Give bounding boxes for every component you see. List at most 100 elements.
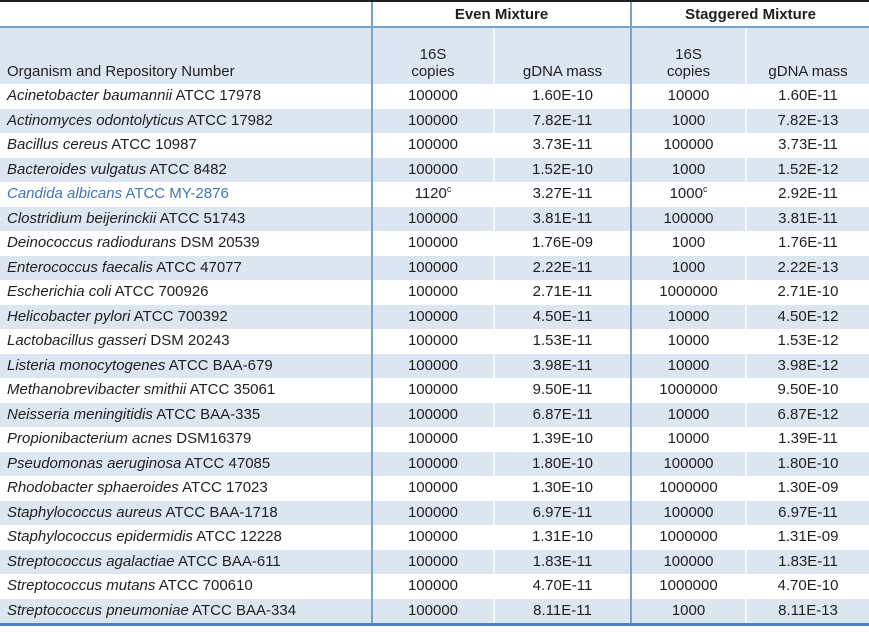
organism-cell: Bacillus cereus ATCC 10987 [0, 133, 371, 158]
staggered-16s-copies-cell: 100000 [630, 549, 745, 574]
even-gdna-mass-cell: 6.87E-11 [493, 402, 630, 427]
organism-cell: Clostridium beijerinckii ATCC 51743 [0, 207, 371, 232]
staggered-gdna-mass-cell: 9.50E-10 [745, 378, 869, 403]
staggered-16s-copies-cell: 10000 [630, 402, 745, 427]
even-gdna-mass-cell: 2.22E-11 [493, 255, 630, 280]
repository-number: ATCC 35061 [189, 381, 276, 398]
value-text: 100000 [407, 503, 459, 521]
value-text: 100000 [663, 136, 714, 153]
staggered-gdna-mass-cell: 4.70E-10 [745, 574, 869, 599]
value-text: 1000000 [659, 577, 718, 594]
staggered-16s-copies-cell: 10000 [630, 427, 745, 452]
value-text: 100000 [407, 258, 459, 276]
value-text: 1000 [671, 234, 706, 251]
even-16s-copies-cell: 100000 [371, 133, 493, 158]
repository-number: ATCC BAA-334 [192, 601, 297, 619]
value-text: 100000 [407, 479, 459, 496]
even-gdna-mass-cell: 2.71E-11 [493, 280, 630, 305]
value-text: 1000000 [659, 283, 718, 300]
staggered-16s-copies-cell: 100000 [630, 451, 745, 476]
footnote-marker-c: c [702, 184, 708, 194]
organism-cell: Deinococcus radiodurans DSM 20539 [0, 231, 371, 256]
table-row: Neisseria meningitidis ATCC BAA-335 10000… [0, 402, 869, 428]
organism-cell: Streptococcus agalactiae ATCC BAA-611 [0, 550, 371, 575]
staggered-gdna-mass-cell: 7.82E-13 [745, 108, 869, 133]
even-16s-copies-cell: 100000 [371, 353, 493, 378]
staggered-16s-copies-cell: 1000 [630, 598, 745, 623]
value-text: 100000 [407, 552, 459, 570]
repository-number: ATCC 8482 [149, 160, 227, 178]
even-gdna-mass-cell: 1.76E-09 [493, 231, 630, 256]
table-row: Helicobacter pylori ATCC 700392 100000 4.5… [0, 304, 869, 329]
value-text: 1.52E-12 [777, 160, 839, 178]
even-gdna-mass-cell: 1.53E-11 [493, 329, 630, 354]
value-text: 6.97E-11 [532, 503, 593, 521]
value-text: 1000000 [659, 381, 718, 398]
value-text: 1000000 [659, 528, 718, 545]
staggered-16s-copies-cell: 1000000 [630, 378, 745, 403]
value-text: 100000 [407, 528, 459, 545]
organism-cell: Streptococcus pneumoniae ATCC BAA-334 [0, 599, 371, 624]
table-row: Streptococcus mutans ATCC 700610 100000 4.… [0, 574, 869, 599]
repository-number: ATCC 51743 [159, 209, 246, 227]
value-text: 100000 [663, 503, 714, 521]
even-16s-copies-column-header: 16S copies [371, 28, 493, 84]
value-text: 2.22E-11 [532, 258, 593, 276]
value-text: 3.27E-11 [532, 185, 593, 202]
value-text: 100000 [407, 405, 459, 423]
staggered-gdna-mass-cell: 2.22E-13 [745, 255, 869, 280]
repository-number: DSM 20539 [180, 234, 260, 251]
staggered-gdna-mass-cell: 8.11E-13 [745, 598, 869, 623]
organism-cell: Escherichia coli ATCC 700926 [0, 280, 371, 305]
value-text: 8.11E-13 [778, 601, 838, 619]
value-text: 100000 [663, 209, 714, 227]
repository-number: DSM16379 [176, 430, 252, 447]
value-text: 6.87E-12 [777, 405, 839, 423]
organism-name: Staphylococcus epidermidis [7, 528, 193, 545]
repository-number: ATCC 17982 [187, 111, 273, 129]
staggered-16s-copies-cell: 10000 [630, 353, 745, 378]
value-text: 1120 [414, 185, 447, 202]
even-16s-copies-cell: 100000 [371, 255, 493, 280]
value-text: 6.97E-11 [778, 503, 838, 521]
staggered-mixture-header: Staggered Mixture [630, 2, 869, 26]
even-gdna-mass-cell: 1.80E-10 [493, 451, 630, 476]
repository-number: ATCC MY-2876 [125, 185, 229, 202]
table-row: Lactobacillus gasseri DSM 20243 100000 1.5… [0, 329, 869, 354]
even-gdna-mass-cell: 9.50E-11 [493, 378, 630, 403]
organism-name: Propionibacterium acnes [7, 430, 173, 447]
organism-cell: Staphylococcus epidermidis ATCC 12228 [0, 525, 371, 550]
staggered-16s-copies-cell: 100000 [630, 500, 745, 525]
copies-header-line2: copies [411, 63, 455, 80]
value-text: 100000 [407, 209, 459, 227]
even-gdna-mass-cell: 7.82E-11 [493, 108, 630, 133]
value-text: 1000 [671, 160, 706, 178]
even-gdna-mass-column-header: gDNA mass [493, 28, 630, 84]
value-text: 1.83E-11 [532, 552, 593, 570]
value-text: 1.60E-11 [778, 87, 838, 104]
value-text: 100000 [407, 356, 459, 374]
organism-cell: Streptococcus mutans ATCC 700610 [0, 574, 371, 599]
staggered-gdna-mass-cell: 1.39E-11 [745, 427, 869, 452]
value-text: 10000 [667, 356, 710, 374]
staggered-gdna-mass-cell: 1.80E-10 [745, 451, 869, 476]
even-16s-copies-cell: 100000 [371, 451, 493, 476]
value-text: 10000 [667, 405, 710, 423]
organism-name: Streptococcus mutans [7, 577, 156, 594]
value-text: 2.92E-11 [778, 185, 838, 202]
organism-cell: Acinetobacter baumannii ATCC 17978 [0, 84, 371, 109]
staggered-gdna-mass-cell: 1.53E-12 [745, 329, 869, 354]
value-text: 1.31E-10 [532, 528, 593, 545]
even-gdna-mass-cell: 8.11E-11 [493, 598, 630, 623]
organism-name: Deinococcus radiodurans [7, 234, 177, 251]
organism-name: Candida albicans [7, 185, 123, 202]
table-row: Deinococcus radiodurans DSM 20539 100000 1… [0, 231, 869, 256]
repository-number: ATCC BAA-611 [177, 552, 281, 570]
organism-cell: Neisseria meningitidis ATCC BAA-335 [0, 403, 371, 428]
even-gdna-mass-cell: 4.50E-11 [493, 304, 630, 329]
staggered-16s-copies-cell: 1000000 [630, 525, 745, 550]
organism-name: Staphylococcus aureus [7, 503, 163, 521]
staggered-gdna-mass-cell: 3.98E-12 [745, 353, 869, 378]
value-text: 100000 [407, 283, 459, 300]
organism-cell: Lactobacillus gasseri DSM 20243 [0, 329, 371, 354]
